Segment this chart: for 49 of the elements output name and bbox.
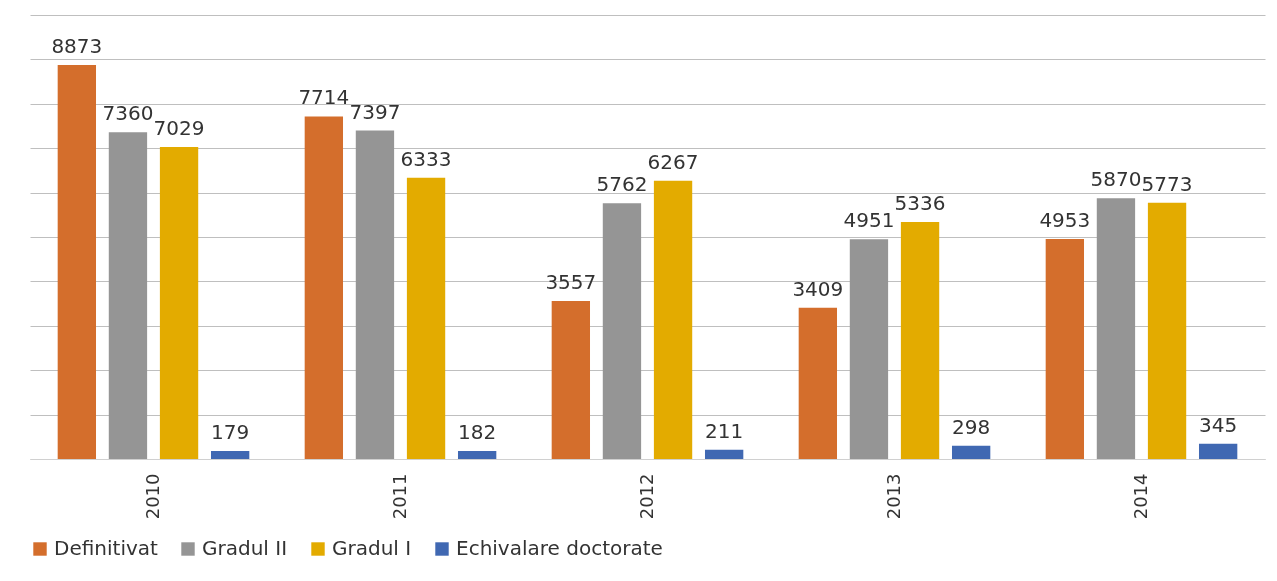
data-label: 5870 [1090,167,1142,192]
bar [57,65,97,459]
data-label: 3409 [792,276,844,301]
data-label: 179 [211,420,250,445]
bar [108,132,148,459]
bar [849,239,889,459]
data-label: 345 [1199,412,1238,437]
data-label: 6333 [400,146,452,171]
data-label: 7397 [349,99,401,124]
legend-label: Definitivat [54,536,159,560]
bar [1045,239,1085,459]
data-label: 5773 [1141,171,1193,196]
legend-label: Gradul I [332,536,412,560]
data-label: 298 [952,414,991,439]
data-label: 211 [705,418,744,443]
bar [1147,202,1187,459]
data-label: 182 [458,419,497,444]
data-label: 8873 [51,34,103,59]
x-tick-label: 2012 [635,473,657,520]
bar [704,449,744,459]
data-label: 7029 [153,115,205,140]
data-label: 5762 [596,172,648,197]
bar [159,146,199,459]
bar [798,307,838,459]
x-tick-label: 2010 [141,473,163,520]
data-label: 5336 [894,191,946,216]
bar [900,222,940,459]
bar [602,203,642,459]
bar [1096,198,1136,459]
x-tick-label: 2014 [1129,473,1151,520]
bar [210,451,250,459]
legend-label: Gradul II [202,536,288,560]
x-tick-label: 2013 [882,473,904,520]
bar [355,130,395,459]
data-label: 7714 [298,85,350,110]
bar [1198,443,1238,459]
x-tick-label: 2011 [388,473,410,520]
bar [951,445,991,459]
data-label: 4951 [843,208,895,233]
data-label: 4953 [1039,208,1091,233]
bar [653,180,693,459]
data-label: 3557 [545,270,597,295]
bar [457,450,497,459]
data-label: 7360 [102,101,154,126]
bar [406,177,446,459]
legend-label: Echivalare doctorate [456,536,663,560]
bar [304,116,344,459]
data-label: 6267 [647,149,699,174]
bar [551,301,591,459]
